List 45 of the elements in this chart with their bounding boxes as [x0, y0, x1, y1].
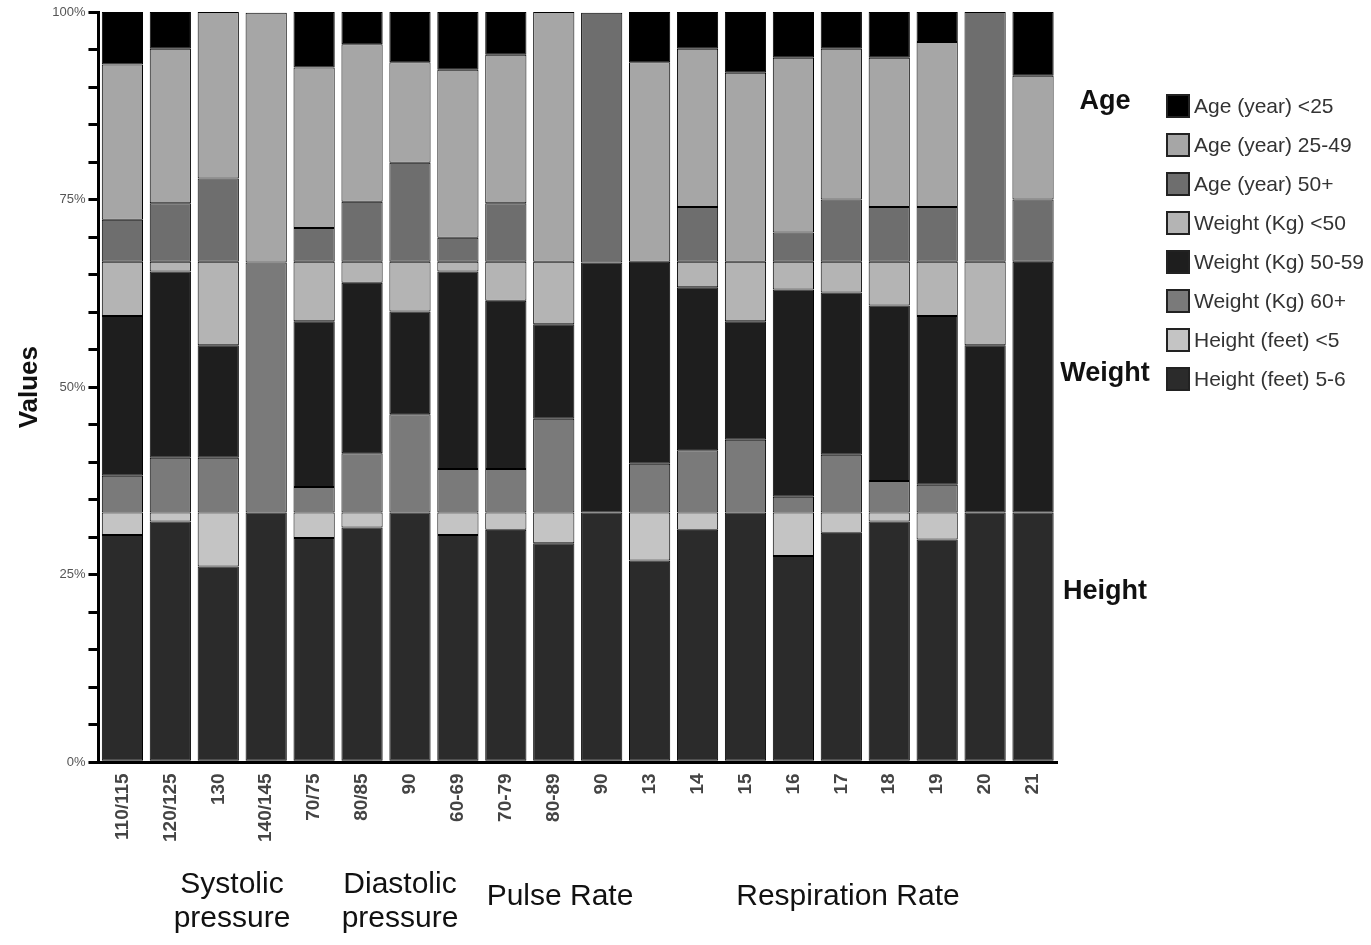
x-tick-label: 60-69 [446, 773, 468, 822]
x-tick-label: 19 [925, 773, 947, 795]
x-tick-label: 90 [589, 773, 611, 795]
bar [341, 12, 383, 45]
x-tick-label: 130 [206, 773, 228, 806]
text: Height [1062, 574, 1148, 607]
y-tick-label: 100% [52, 3, 86, 19]
text: Respiration Rate [735, 878, 961, 912]
text: Age [1078, 84, 1132, 117]
y-tick-label: 50% [59, 378, 86, 394]
x-tick-label: 18 [877, 773, 899, 795]
y-tick-label: 0% [66, 753, 86, 769]
bar [437, 12, 479, 70]
x-tick-label: 90 [398, 773, 420, 795]
x-tick-label: 17 [829, 773, 851, 795]
text: Weight [1059, 356, 1151, 389]
x-tick-label: 140/145 [254, 772, 276, 843]
x-tick-label: 120/125 [158, 772, 180, 843]
x-tick-label: 15 [733, 772, 755, 795]
x-tick-label: 70/75 [302, 772, 324, 821]
x-tick-label: 110/115 [110, 772, 132, 840]
bar [389, 12, 431, 63]
legend-label: Age (year) <25 [1194, 93, 1334, 118]
text: Systolic pressure [172, 866, 292, 934]
x-tick-label: 20 [973, 773, 995, 795]
x-tick-label: 14 [685, 772, 707, 795]
text: Diastolic pressure [340, 866, 460, 934]
x-tick-label: 13 [637, 773, 659, 795]
legend-label: Weight (Kg) 60+ [1194, 288, 1346, 313]
x-tick-label: 16 [781, 773, 803, 795]
legend-label: Height (feet) <5 [1194, 327, 1340, 352]
legend-label: Weight (Kg) 50-59 [1194, 249, 1365, 274]
y-tick-label: 25% [59, 566, 86, 582]
legend-label: Height (feet) 5-6 [1194, 366, 1346, 391]
x-tick-label: 70-79 [494, 773, 516, 822]
text: Pulse Rate [486, 878, 634, 911]
x-tick-label: 21 [1021, 772, 1043, 795]
y-tick-label: 75% [59, 191, 86, 207]
legend-label: Age (year) 50+ [1194, 171, 1334, 196]
y-axis-title: Values [12, 345, 43, 429]
bar [1012, 12, 1054, 76]
x-tick-label: 80-89 [542, 773, 563, 822]
legend-label: Age (year) 25-49 [1194, 132, 1352, 157]
legend-label: Weight (Kg) <50 [1194, 210, 1346, 235]
x-tick-label: 80/85 [350, 772, 372, 821]
